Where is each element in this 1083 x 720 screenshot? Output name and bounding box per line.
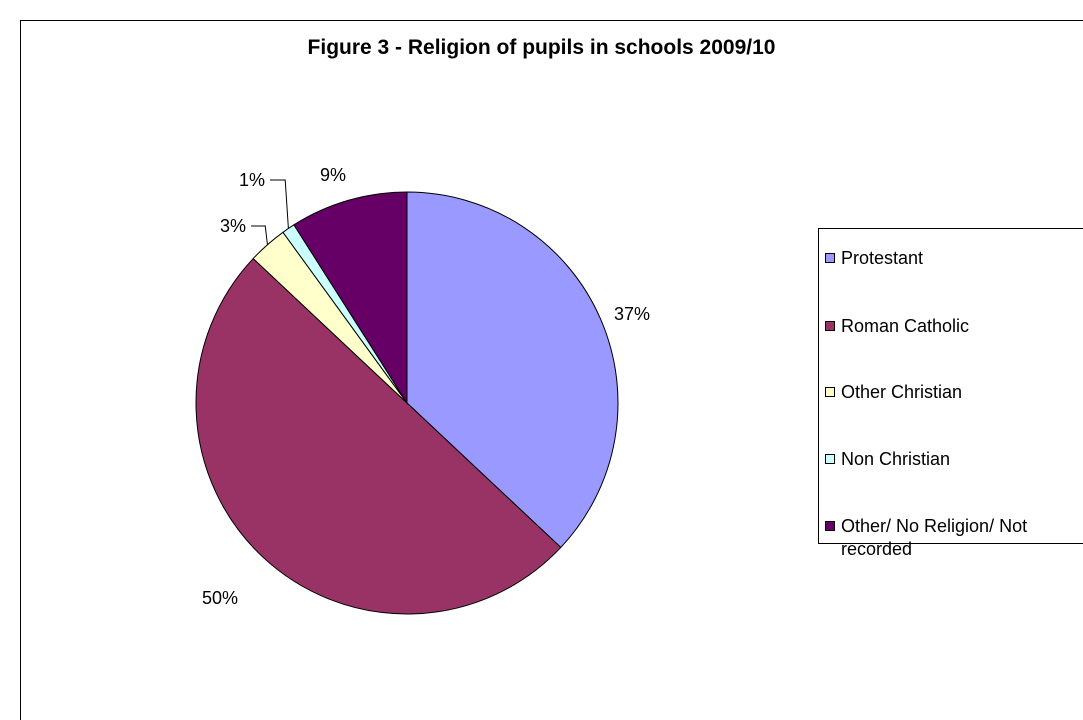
legend-item-other-no-religion-not-recorded: Other/ No Religion/ Not recorded: [825, 515, 1071, 561]
legend-swatch: [825, 321, 835, 331]
data-label-roman-catholic: 50%: [202, 588, 238, 608]
legend-label: Other/ No Religion/ Not recorded: [841, 516, 1028, 559]
pie-slice-roman-catholic: [195, 257, 562, 615]
leader-line-non-christian: [270, 179, 289, 229]
legend-item-protestant: Protestant: [825, 247, 1071, 270]
pie-slice-protestant: [406, 191, 619, 549]
leader-line-other-christian: [251, 225, 268, 245]
chart-title: Figure 3 - Religion of pupils in schools…: [307, 36, 776, 59]
legend-item-non-christian: Non Christian: [825, 448, 1071, 471]
legend-swatch: [825, 387, 835, 397]
data-label-other-no-religion-not-recorded: 9%: [320, 165, 346, 185]
chart-area: [20, 20, 1083, 720]
legend: Protestant Roman Catholic Other Christian N…: [818, 228, 1083, 559]
legend-label: Roman Catholic: [841, 316, 970, 336]
data-label-protestant: 37%: [614, 304, 650, 324]
legend-item-roman-catholic: Roman Catholic: [825, 315, 1071, 338]
pie-slice-other-no-religion-not-recorded: [293, 191, 408, 405]
legend-label: Other Christian: [841, 382, 963, 402]
legend-swatch: [825, 454, 835, 464]
legend-swatch: [825, 521, 835, 531]
legend-swatch: [825, 253, 835, 263]
data-label-other-christian: 3%: [220, 216, 246, 236]
data-label-non-christian: 1%: [239, 170, 265, 190]
legend-label: Protestant: [841, 248, 924, 268]
legend-item-other-christian: Other Christian: [825, 381, 1071, 404]
legend-label: Non Christian: [841, 449, 951, 469]
